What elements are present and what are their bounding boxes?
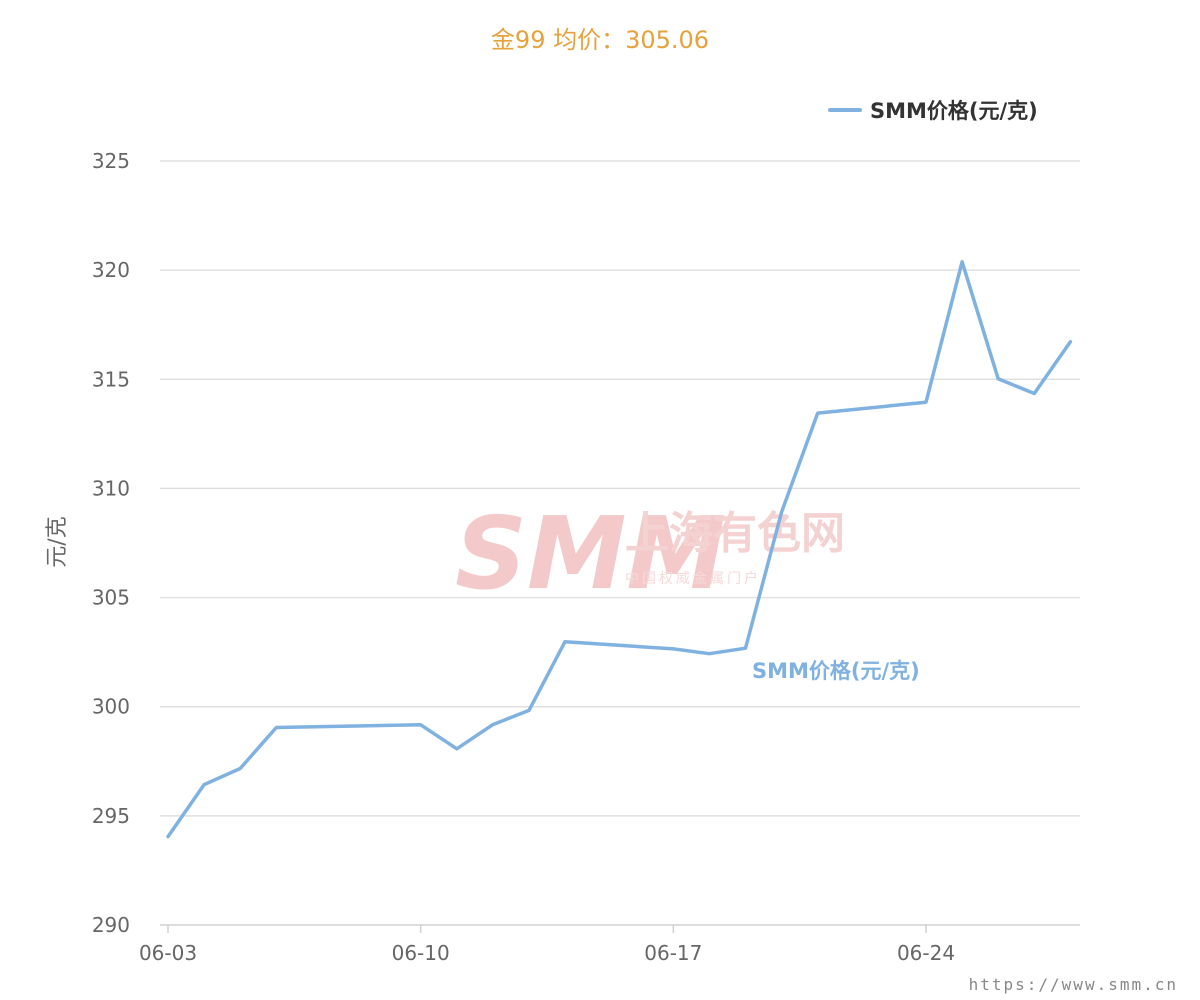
footer-url: https://www.smm.cn	[969, 975, 1178, 994]
watermark: SMM 上海有色网 中国权威金属门户	[455, 495, 845, 612]
y-axis-label: 元/克	[45, 516, 70, 567]
y-tick-label: 300	[92, 695, 130, 719]
series-label: SMM价格(元/克)	[752, 659, 920, 683]
y-tick-label: 310	[92, 476, 130, 500]
x-axis-ticks: 06-03 06-10 06-17 06-24	[139, 925, 955, 965]
y-tick-label: 305	[92, 586, 130, 610]
x-tick-label: 06-10	[392, 941, 450, 965]
chart-title: 金99 均价：305.06	[491, 26, 709, 54]
x-tick-label: 06-03	[139, 941, 197, 965]
y-tick-label: 295	[92, 804, 130, 828]
watermark-tagline: 中国权威金属门户	[625, 570, 761, 587]
legend-label: SMM价格(元/克)	[870, 99, 1038, 123]
y-tick-label: 315	[92, 367, 130, 391]
x-tick-label: 06-24	[897, 941, 955, 965]
grid-lines	[160, 160, 1080, 817]
legend[interactable]: SMM价格(元/克)	[828, 99, 1038, 123]
watermark-logo: SMM	[455, 495, 726, 612]
watermark-name: 上海有色网	[625, 508, 845, 559]
x-tick-label: 06-17	[644, 941, 702, 965]
y-tick-label: 320	[92, 258, 130, 282]
y-axis-ticks: 290 295 300 305 310 315 320 325	[92, 149, 130, 937]
y-tick-label: 290	[92, 913, 130, 937]
y-tick-label: 325	[92, 149, 130, 173]
series-line	[166, 260, 1073, 839]
